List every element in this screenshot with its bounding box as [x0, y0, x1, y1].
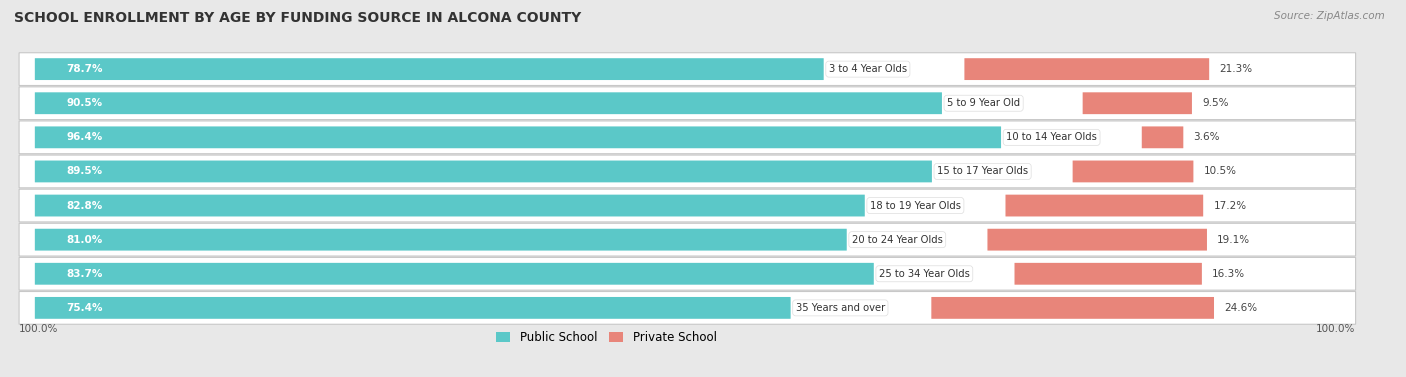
FancyBboxPatch shape	[20, 53, 1355, 86]
FancyBboxPatch shape	[20, 155, 1355, 188]
FancyBboxPatch shape	[35, 126, 1001, 148]
FancyBboxPatch shape	[20, 189, 1355, 222]
Text: 81.0%: 81.0%	[66, 234, 103, 245]
Text: 20 to 24 Year Olds: 20 to 24 Year Olds	[852, 234, 943, 245]
FancyBboxPatch shape	[35, 161, 932, 182]
Text: SCHOOL ENROLLMENT BY AGE BY FUNDING SOURCE IN ALCONA COUNTY: SCHOOL ENROLLMENT BY AGE BY FUNDING SOUR…	[14, 11, 581, 25]
Text: 96.4%: 96.4%	[66, 132, 103, 143]
Text: 25 to 34 Year Olds: 25 to 34 Year Olds	[879, 269, 970, 279]
Text: 78.7%: 78.7%	[66, 64, 103, 74]
FancyBboxPatch shape	[35, 229, 846, 251]
Legend: Public School, Private School: Public School, Private School	[492, 326, 721, 349]
Text: 82.8%: 82.8%	[66, 201, 103, 211]
FancyBboxPatch shape	[1073, 161, 1194, 182]
Text: 10 to 14 Year Olds: 10 to 14 Year Olds	[1007, 132, 1097, 143]
FancyBboxPatch shape	[20, 257, 1355, 290]
Text: 16.3%: 16.3%	[1212, 269, 1246, 279]
FancyBboxPatch shape	[35, 58, 824, 80]
FancyBboxPatch shape	[35, 263, 873, 285]
Text: 15 to 17 Year Olds: 15 to 17 Year Olds	[936, 166, 1028, 176]
FancyBboxPatch shape	[35, 195, 865, 216]
Text: 9.5%: 9.5%	[1202, 98, 1229, 108]
FancyBboxPatch shape	[20, 121, 1355, 154]
Text: 100.0%: 100.0%	[1316, 324, 1355, 334]
FancyBboxPatch shape	[931, 297, 1213, 319]
FancyBboxPatch shape	[965, 58, 1209, 80]
Text: 3.6%: 3.6%	[1194, 132, 1220, 143]
FancyBboxPatch shape	[987, 229, 1206, 251]
Text: 24.6%: 24.6%	[1225, 303, 1257, 313]
Text: 100.0%: 100.0%	[20, 324, 59, 334]
Text: 89.5%: 89.5%	[66, 166, 103, 176]
FancyBboxPatch shape	[1015, 263, 1202, 285]
FancyBboxPatch shape	[35, 92, 942, 114]
FancyBboxPatch shape	[20, 87, 1355, 120]
FancyBboxPatch shape	[20, 291, 1355, 324]
FancyBboxPatch shape	[35, 297, 790, 319]
Text: 3 to 4 Year Olds: 3 to 4 Year Olds	[828, 64, 907, 74]
FancyBboxPatch shape	[1142, 126, 1184, 148]
Text: 90.5%: 90.5%	[66, 98, 103, 108]
Text: 19.1%: 19.1%	[1218, 234, 1250, 245]
FancyBboxPatch shape	[20, 223, 1355, 256]
Text: 17.2%: 17.2%	[1213, 201, 1247, 211]
Text: 10.5%: 10.5%	[1204, 166, 1237, 176]
Text: 75.4%: 75.4%	[66, 303, 103, 313]
Text: 21.3%: 21.3%	[1219, 64, 1253, 74]
Text: 18 to 19 Year Olds: 18 to 19 Year Olds	[870, 201, 960, 211]
Text: Source: ZipAtlas.com: Source: ZipAtlas.com	[1274, 11, 1385, 21]
Text: 35 Years and over: 35 Years and over	[796, 303, 884, 313]
FancyBboxPatch shape	[1083, 92, 1192, 114]
Text: 83.7%: 83.7%	[66, 269, 103, 279]
FancyBboxPatch shape	[1005, 195, 1204, 216]
Text: 5 to 9 Year Old: 5 to 9 Year Old	[948, 98, 1021, 108]
